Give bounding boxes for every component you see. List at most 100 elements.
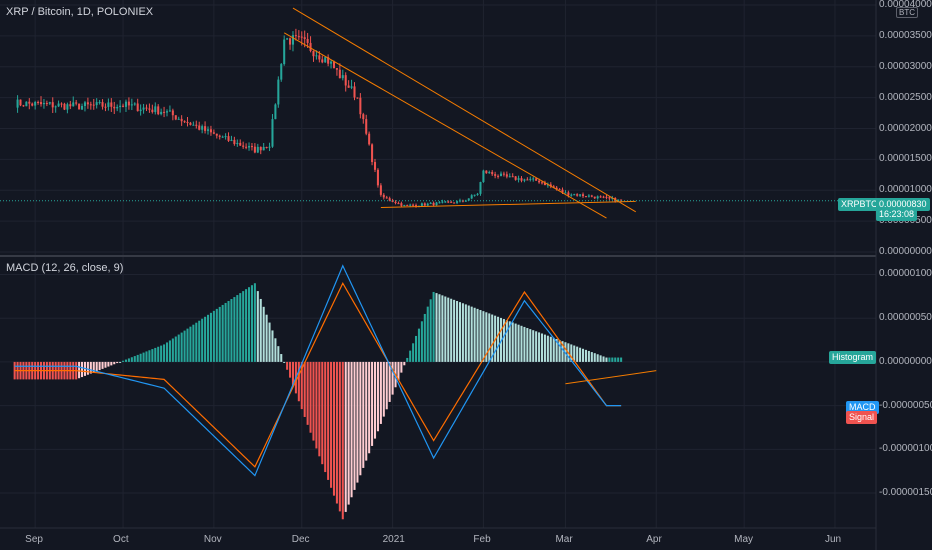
histogram-bar <box>127 358 130 362</box>
histogram-bar <box>584 349 587 362</box>
histogram-bar <box>476 308 479 362</box>
candle-body <box>303 37 306 40</box>
histogram-bar <box>546 335 549 362</box>
histogram-bar <box>180 332 183 362</box>
candle-body <box>212 132 215 134</box>
histogram-bar <box>485 312 488 362</box>
histogram-bar <box>312 361 315 441</box>
candle-body <box>28 101 31 104</box>
candle-body <box>341 75 344 79</box>
histogram-bar <box>388 361 391 402</box>
candle-body <box>499 173 503 177</box>
histogram-bar <box>130 357 133 362</box>
histogram-bar <box>491 314 494 362</box>
histogram-bar <box>330 361 333 488</box>
histogram-bar <box>605 357 608 362</box>
candle-body <box>174 115 177 120</box>
histogram-bar <box>602 356 605 362</box>
histogram-bar <box>256 291 259 362</box>
candle-body <box>584 196 587 198</box>
histogram-bar <box>327 361 330 480</box>
histogram-bar <box>456 300 459 362</box>
histogram-bar <box>529 329 532 362</box>
candle-body <box>353 86 356 98</box>
candle-body <box>426 203 429 206</box>
histogram-bar <box>391 361 394 395</box>
histogram-bar <box>409 350 412 362</box>
histogram-bar <box>104 361 107 368</box>
candle-body <box>391 200 394 202</box>
histogram-bar <box>212 310 215 362</box>
histogram-bar <box>573 345 576 362</box>
histogram-bar <box>549 336 552 362</box>
candle-body <box>98 102 101 104</box>
histogram-bar <box>250 285 253 362</box>
histogram-bar <box>242 291 245 362</box>
candle-body <box>110 102 113 107</box>
candle-body <box>535 178 538 181</box>
candle-body <box>42 103 45 105</box>
price-tick-label: 0.00003000 <box>879 60 932 72</box>
candle-body <box>335 68 338 70</box>
histogram-bar <box>555 338 558 362</box>
candle-body <box>236 142 239 145</box>
histogram-bar <box>239 293 242 362</box>
candle-body <box>116 106 119 109</box>
candle-body <box>376 169 379 186</box>
histogram-bar <box>245 289 248 362</box>
histogram-bar <box>195 322 198 362</box>
histogram-bar <box>570 344 573 362</box>
candle-body <box>538 180 541 183</box>
histogram-bar <box>435 293 438 362</box>
candle-body <box>233 139 236 145</box>
histogram-bar <box>177 334 180 362</box>
histogram-bar <box>221 304 224 362</box>
candle-body <box>438 202 441 204</box>
histogram-bar <box>98 361 101 371</box>
candle-body <box>497 175 500 177</box>
candle-body <box>415 205 418 207</box>
histogram-bar <box>461 303 464 362</box>
candle-body <box>420 203 423 206</box>
candle-body <box>315 55 318 57</box>
histogram-bar <box>280 354 283 362</box>
candle-body <box>485 170 488 174</box>
histogram-bar <box>321 361 324 465</box>
candle-body <box>362 114 365 120</box>
histogram-bar <box>373 361 377 439</box>
candle-body <box>620 199 623 201</box>
candle-body <box>532 178 535 180</box>
candle-body <box>479 182 482 194</box>
candle-body <box>567 192 570 196</box>
candle-body <box>286 38 289 40</box>
candle-body <box>95 102 98 106</box>
histogram-bar <box>81 361 84 378</box>
candle-body <box>324 57 327 63</box>
histogram-bar <box>157 346 160 362</box>
candle-body <box>192 124 195 126</box>
candle-body <box>57 103 60 107</box>
candle-body <box>373 162 377 170</box>
histogram-bar <box>335 361 338 504</box>
histogram-bar <box>136 354 139 362</box>
candle-body <box>148 108 151 110</box>
trendline <box>292 7 637 213</box>
histogram-bar <box>300 361 303 410</box>
candle-body <box>221 136 224 138</box>
symbol-badge: XRPBTC <box>838 198 881 211</box>
candle-body <box>250 146 253 148</box>
histogram-bar <box>552 337 555 362</box>
histogram-bar <box>382 361 385 417</box>
histogram-bar <box>86 361 89 375</box>
candle-body <box>476 193 479 195</box>
histogram-bar <box>526 328 529 362</box>
histogram-bar <box>532 330 535 362</box>
candle-body <box>130 104 133 106</box>
candle-body <box>450 201 453 203</box>
histogram-bar <box>608 357 611 362</box>
candle-body <box>467 198 470 201</box>
price-unit-label: BTC <box>896 7 918 18</box>
candle-body <box>189 122 192 125</box>
histogram-bar <box>274 338 277 362</box>
